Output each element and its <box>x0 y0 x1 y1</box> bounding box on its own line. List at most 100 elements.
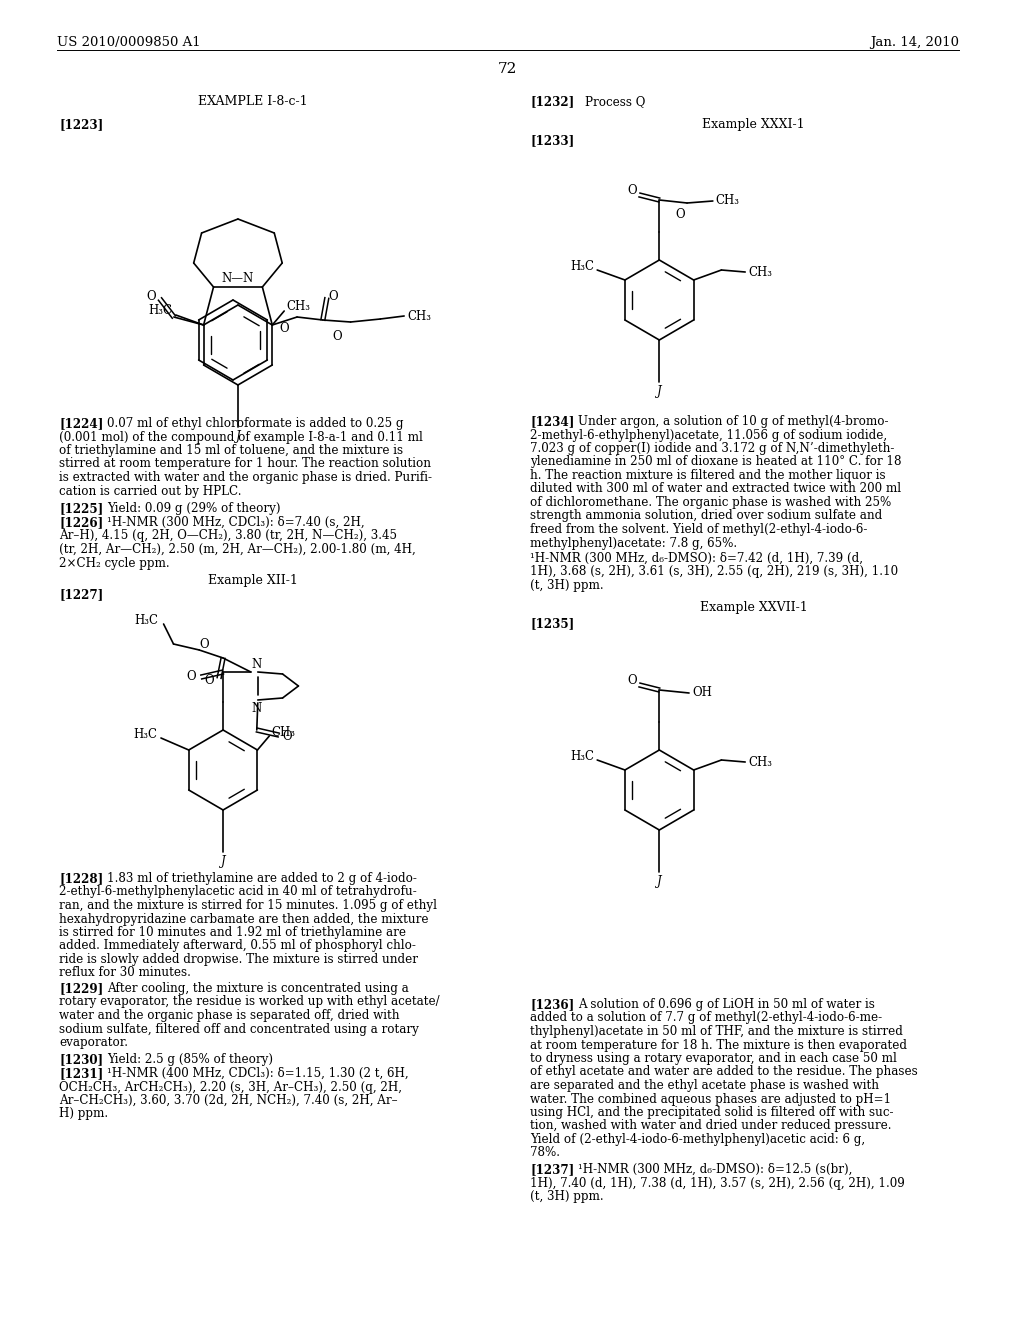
Text: Ar–CH₂CH₃), 3.60, 3.70 (2d, 2H, NCH₂), 7.40 (s, 2H, Ar–: Ar–CH₂CH₃), 3.60, 3.70 (2d, 2H, NCH₂), 7… <box>59 1094 398 1107</box>
Text: Example XII-1: Example XII-1 <box>208 574 298 587</box>
Text: [1223]: [1223] <box>59 117 103 131</box>
Text: ylenediamine in 250 ml of dioxane is heated at 110° C. for 18: ylenediamine in 250 ml of dioxane is hea… <box>530 455 902 469</box>
Text: US 2010/0009850 A1: US 2010/0009850 A1 <box>56 36 200 49</box>
Text: ¹H-NMR (300 MHz, CDCl₃): δ=7.40 (s, 2H,: ¹H-NMR (300 MHz, CDCl₃): δ=7.40 (s, 2H, <box>108 516 365 529</box>
Text: 7.023 g of copper(I) iodide and 3.172 g of N,N’-dimethyleth-: 7.023 g of copper(I) iodide and 3.172 g … <box>530 442 895 455</box>
Text: hexahydropyridazine carbamate are then added, the mixture: hexahydropyridazine carbamate are then a… <box>59 912 429 925</box>
Text: ¹H-NMR (300 MHz, d₆-DMSO): δ=7.42 (d, 1H), 7.39 (d,: ¹H-NMR (300 MHz, d₆-DMSO): δ=7.42 (d, 1H… <box>530 552 863 565</box>
Text: 78%.: 78%. <box>530 1147 560 1159</box>
Text: CH₃: CH₃ <box>716 194 739 206</box>
Text: After cooling, the mixture is concentrated using a: After cooling, the mixture is concentrat… <box>108 982 409 995</box>
Text: Jan. 14, 2010: Jan. 14, 2010 <box>869 36 958 49</box>
Text: O: O <box>332 330 342 343</box>
Text: O: O <box>186 671 197 684</box>
Text: [1231]: [1231] <box>59 1067 103 1080</box>
Text: is stirred for 10 minutes and 1.92 ml of triethylamine are: is stirred for 10 minutes and 1.92 ml of… <box>59 927 407 939</box>
Text: [1229]: [1229] <box>59 982 103 995</box>
Text: to dryness using a rotary evaporator, and in each case 50 ml: to dryness using a rotary evaporator, an… <box>530 1052 897 1065</box>
Text: O: O <box>146 290 156 304</box>
Text: evaporator.: evaporator. <box>59 1036 128 1049</box>
Text: [1228]: [1228] <box>59 873 103 884</box>
Text: rotary evaporator, the residue is worked up with ethyl acetate/: rotary evaporator, the residue is worked… <box>59 995 440 1008</box>
Text: [1225]: [1225] <box>59 502 103 515</box>
Text: 0.07 ml of ethyl chloroformate is added to 0.25 g: 0.07 ml of ethyl chloroformate is added … <box>108 417 403 430</box>
Text: CH₃: CH₃ <box>271 726 295 738</box>
Text: 1.83 ml of triethylamine are added to 2 g of 4-iodo-: 1.83 ml of triethylamine are added to 2 … <box>108 873 417 884</box>
Text: [1235]: [1235] <box>530 616 574 630</box>
Text: (0.001 mol) of the compound of example I-8-a-1 and 0.11 ml: (0.001 mol) of the compound of example I… <box>59 430 423 444</box>
Text: 1H), 7.40 (d, 1H), 7.38 (d, 1H), 3.57 (s, 2H), 2.56 (q, 2H), 1.09: 1H), 7.40 (d, 1H), 7.38 (d, 1H), 3.57 (s… <box>530 1176 905 1189</box>
Text: (t, 3H) ppm.: (t, 3H) ppm. <box>530 579 604 591</box>
Text: 2×CH₂ cycle ppm.: 2×CH₂ cycle ppm. <box>59 557 170 569</box>
Text: EXAMPLE I-8-c-1: EXAMPLE I-8-c-1 <box>198 95 307 108</box>
Text: Ar–H), 4.15 (q, 2H, O—CH₂), 3.80 (tr, 2H, N—CH₂), 3.45: Ar–H), 4.15 (q, 2H, O—CH₂), 3.80 (tr, 2H… <box>59 529 397 543</box>
Text: O: O <box>675 207 685 220</box>
Text: H₃C: H₃C <box>133 727 157 741</box>
Text: A solution of 0.696 g of LiOH in 50 ml of water is: A solution of 0.696 g of LiOH in 50 ml o… <box>578 998 874 1011</box>
Text: water. The combined aqueous phases are adjusted to pH=1: water. The combined aqueous phases are a… <box>530 1093 892 1106</box>
Text: (t, 3H) ppm.: (t, 3H) ppm. <box>530 1191 604 1203</box>
Text: using HCl, and the precipitated solid is filtered off with suc-: using HCl, and the precipitated solid is… <box>530 1106 894 1119</box>
Text: H₃C: H₃C <box>134 614 159 627</box>
Text: OH: OH <box>692 686 712 700</box>
Text: O: O <box>329 289 338 302</box>
Text: CH₃: CH₃ <box>749 267 772 280</box>
Text: J: J <box>657 385 662 399</box>
Text: [1224]: [1224] <box>59 417 103 430</box>
Text: reflux for 30 minutes.: reflux for 30 minutes. <box>59 966 191 979</box>
Text: H₃C: H₃C <box>570 260 594 272</box>
Text: O: O <box>628 675 638 688</box>
Text: J: J <box>657 875 662 888</box>
Text: J: J <box>221 855 225 869</box>
Text: methylphenyl)acetate: 7.8 g, 65%.: methylphenyl)acetate: 7.8 g, 65%. <box>530 536 737 549</box>
Text: CH₃: CH₃ <box>749 756 772 770</box>
Text: O: O <box>628 185 638 198</box>
Text: cation is carried out by HPLC.: cation is carried out by HPLC. <box>59 484 242 498</box>
Text: CH₃: CH₃ <box>408 309 431 322</box>
Text: are separated and the ethyl acetate phase is washed with: are separated and the ethyl acetate phas… <box>530 1078 880 1092</box>
Text: Under argon, a solution of 10 g of methyl(4-bromo-: Under argon, a solution of 10 g of methy… <box>578 414 889 428</box>
Text: Yield: 0.09 g (29% of theory): Yield: 0.09 g (29% of theory) <box>108 502 281 515</box>
Text: [1234]: [1234] <box>530 414 574 428</box>
Text: ¹H-NMR (400 MHz, CDCl₃): δ=1.15, 1.30 (2 t, 6H,: ¹H-NMR (400 MHz, CDCl₃): δ=1.15, 1.30 (2… <box>108 1067 409 1080</box>
Text: O: O <box>280 322 290 335</box>
Text: thylphenyl)acetate in 50 ml of THF, and the mixture is stirred: thylphenyl)acetate in 50 ml of THF, and … <box>530 1026 903 1038</box>
Text: 72: 72 <box>498 62 517 77</box>
Text: N—N: N—N <box>222 272 254 285</box>
Text: of triethylamine and 15 ml of toluene, and the mixture is: of triethylamine and 15 ml of toluene, a… <box>59 444 403 457</box>
Text: [1232]: [1232] <box>530 95 574 108</box>
Text: CH₃: CH₃ <box>286 301 310 314</box>
Text: added. Immediately afterward, 0.55 ml of phosphoryl chlo-: added. Immediately afterward, 0.55 ml of… <box>59 940 417 953</box>
Text: O: O <box>205 673 214 686</box>
Text: h. The reaction mixture is filtered and the mother liquor is: h. The reaction mixture is filtered and … <box>530 469 886 482</box>
Text: Yield of (2-ethyl-4-iodo-6-methylphenyl)acetic acid: 6 g,: Yield of (2-ethyl-4-iodo-6-methylphenyl)… <box>530 1133 865 1146</box>
Text: OCH₂CH₃, ArCH₂CH₃), 2.20 (s, 3H, Ar–CH₃), 2.50 (q, 2H,: OCH₂CH₃, ArCH₂CH₃), 2.20 (s, 3H, Ar–CH₃)… <box>59 1081 402 1093</box>
Text: ride is slowly added dropwise. The mixture is stirred under: ride is slowly added dropwise. The mixtu… <box>59 953 419 966</box>
Text: [1226]: [1226] <box>59 516 103 529</box>
Text: [1227]: [1227] <box>59 587 103 601</box>
Text: at room temperature for 18 h. The mixture is then evaporated: at room temperature for 18 h. The mixtur… <box>530 1039 907 1052</box>
Text: [1236]: [1236] <box>530 998 574 1011</box>
Text: ran, and the mixture is stirred for 15 minutes. 1.095 g of ethyl: ran, and the mixture is stirred for 15 m… <box>59 899 437 912</box>
Text: of ethyl acetate and water are added to the residue. The phases: of ethyl acetate and water are added to … <box>530 1065 919 1078</box>
Text: H) ppm.: H) ppm. <box>59 1107 109 1121</box>
Text: added to a solution of 7.7 g of methyl(2-ethyl-4-iodo-6-me-: added to a solution of 7.7 g of methyl(2… <box>530 1011 883 1024</box>
Text: O: O <box>200 638 209 651</box>
Text: 2-methyl-6-ethylphenyl)acetate, 11.056 g of sodium iodide,: 2-methyl-6-ethylphenyl)acetate, 11.056 g… <box>530 429 888 441</box>
Text: sodium sulfate, filtered off and concentrated using a rotary: sodium sulfate, filtered off and concent… <box>59 1023 420 1035</box>
Text: [1230]: [1230] <box>59 1053 103 1067</box>
Text: diluted with 300 ml of water and extracted twice with 200 ml: diluted with 300 ml of water and extract… <box>530 483 901 495</box>
Text: ¹H-NMR (300 MHz, d₆-DMSO): δ=12.5 (s(br),: ¹H-NMR (300 MHz, d₆-DMSO): δ=12.5 (s(br)… <box>578 1163 852 1176</box>
Text: water and the organic phase is separated off, dried with: water and the organic phase is separated… <box>59 1008 400 1022</box>
Text: strength ammonia solution, dried over sodium sulfate and: strength ammonia solution, dried over so… <box>530 510 883 523</box>
Text: N: N <box>252 702 262 715</box>
Text: tion, washed with water and dried under reduced pressure.: tion, washed with water and dried under … <box>530 1119 892 1133</box>
Text: H₃C: H₃C <box>147 305 172 318</box>
Text: stirred at room temperature for 1 hour. The reaction solution: stirred at room temperature for 1 hour. … <box>59 458 431 470</box>
Text: O: O <box>283 730 292 743</box>
Text: 1H), 3.68 (s, 2H), 3.61 (s, 3H), 2.55 (q, 2H), 219 (s, 3H), 1.10: 1H), 3.68 (s, 2H), 3.61 (s, 3H), 2.55 (q… <box>530 565 898 578</box>
Text: H₃C: H₃C <box>570 750 594 763</box>
Text: Example XXXI-1: Example XXXI-1 <box>702 117 805 131</box>
Text: is extracted with water and the organic phase is dried. Purifi-: is extracted with water and the organic … <box>59 471 432 484</box>
Text: of dichloromethane. The organic phase is washed with 25%: of dichloromethane. The organic phase is… <box>530 496 892 510</box>
